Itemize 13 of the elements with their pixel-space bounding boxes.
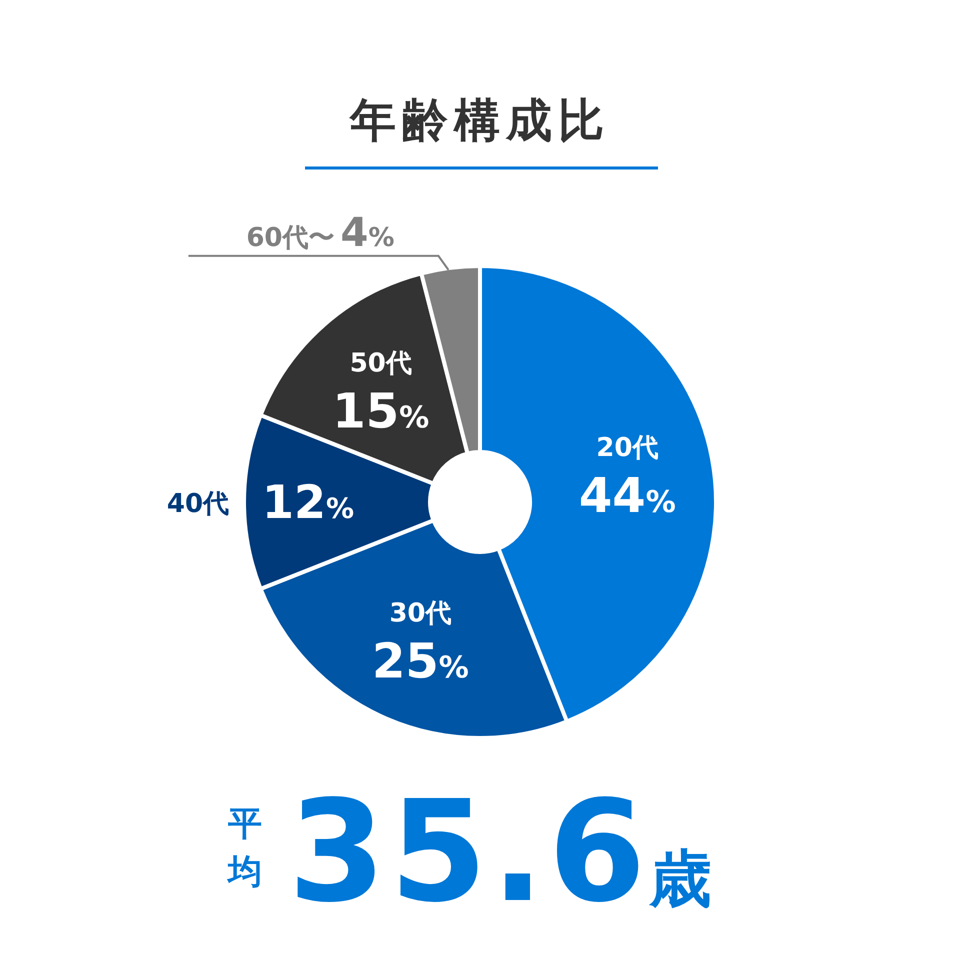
data-label: 44% [578, 468, 676, 524]
slice-label: 30代 [389, 598, 452, 629]
slice-label: 40代 [166, 489, 230, 519]
text: 35.6歳 [288, 771, 712, 934]
data-label: 25% [372, 634, 469, 690]
slice-label: 60代〜 [246, 222, 335, 253]
data-label: 15% [332, 383, 430, 440]
slice-label: 50代 [350, 348, 412, 378]
data-label: 12% [262, 475, 354, 529]
text: 平均 [226, 804, 262, 892]
slice-label: 20代 [596, 432, 658, 463]
data-label: 4% [340, 210, 394, 256]
chart-title: 年齢構成比 [348, 93, 610, 147]
